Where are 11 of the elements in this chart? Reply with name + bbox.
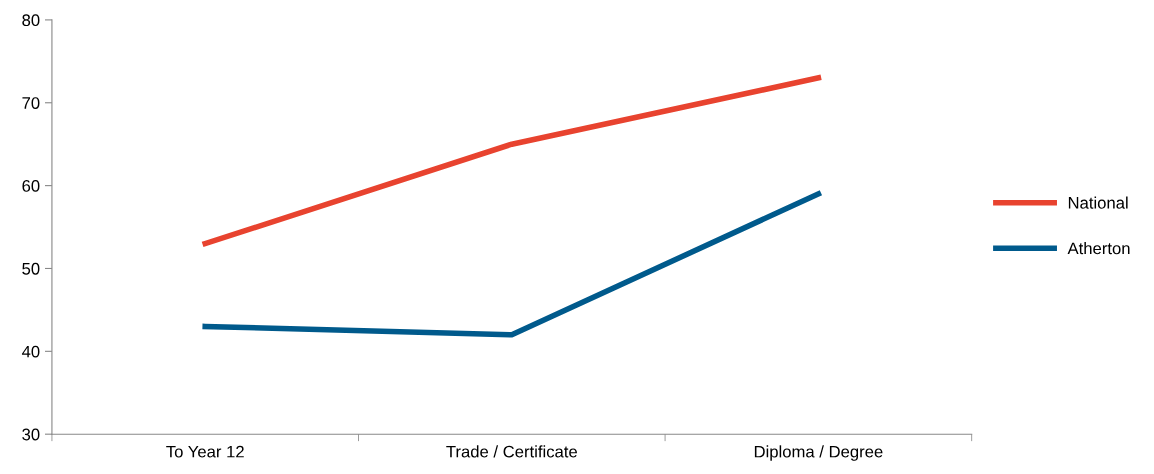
legend-label: National (1068, 196, 1128, 209)
x-tick-label: To Year 12 (166, 445, 244, 458)
y-tick-label: 40 (21, 345, 40, 358)
y-tick-label: 80 (22, 14, 40, 27)
x-tick-label: Diploma / Degree (754, 445, 883, 461)
y-tick-label: 60 (22, 180, 40, 192)
legend-label: Atherton (1067, 242, 1130, 255)
x-tick-label: Trade / Certificate (446, 445, 577, 458)
y-tick-label: 70 (22, 97, 40, 109)
y-tick-label: 30 (22, 428, 40, 441)
y-tick-label: 50 (22, 262, 40, 275)
